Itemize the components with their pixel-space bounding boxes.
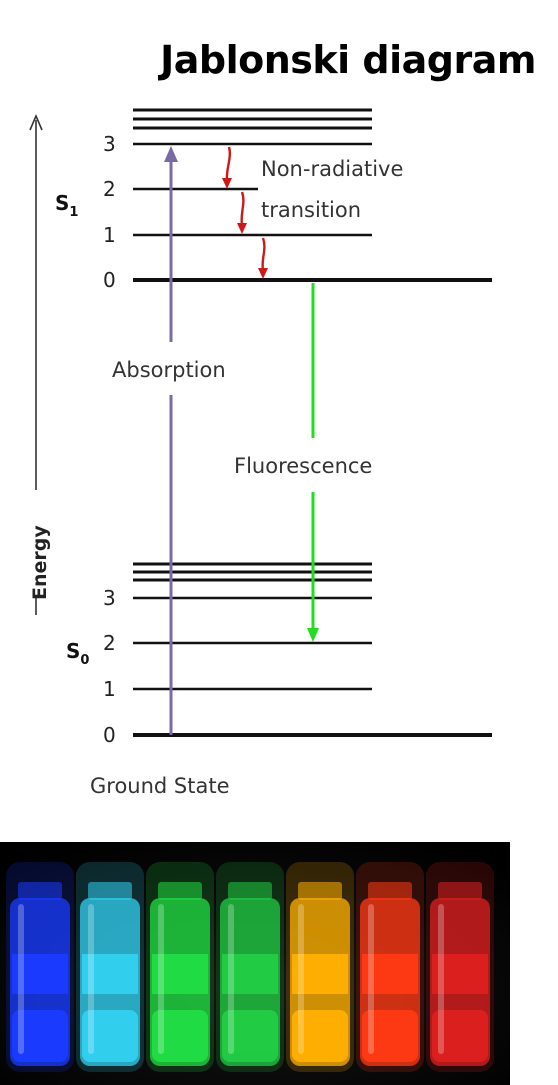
vial-liquid-band [432,954,488,994]
vial-group [6,862,494,1072]
excited-level-numbers: 3 2 1 0 [103,132,116,292]
vial-liquid-band [362,954,418,994]
s1-label: S1 [55,191,78,220]
fluorescence-transition: Fluorescence [234,283,372,642]
s1-level-number: 0 [103,268,116,292]
absorption-arrowhead-icon [164,146,178,162]
vial-bottom [12,1010,68,1062]
vial [286,862,354,1072]
fluorescence-arrowhead-icon [307,628,319,642]
non-radiative-label-line1: Non-radiative [261,157,403,181]
ground-state-caption: Ground State [90,774,230,798]
vial-highlight [438,904,444,1054]
vial-highlight [158,904,164,1054]
vial-liquid-band [82,954,138,994]
s1-level-number: 2 [103,177,116,201]
s0-label-subscript: 0 [80,653,89,668]
vial [76,862,144,1072]
non-radiative-arrowhead-icon [222,178,232,189]
vial-highlight [298,904,304,1054]
vial-cap [228,882,272,900]
non-radiative-arrowhead-icon [237,223,247,234]
s0-level-number: 1 [103,677,116,701]
non-radiative-arrowhead-icon [258,268,268,279]
vial [426,862,494,1072]
vial [146,862,214,1072]
s1-level-number: 3 [103,132,116,156]
fluorescence-label: Fluorescence [234,454,372,478]
jablonski-diagram: Energy 3 2 1 0 S1 3 2 1 0 S0 Ground Stat… [29,108,492,798]
vial-cap [368,882,412,900]
energy-arrow-icon [29,113,43,131]
vial-liquid-band [222,954,278,994]
vial-cap [18,882,62,900]
ground-level-numbers: 3 2 1 0 [103,586,116,747]
s0-level-number: 2 [103,631,116,655]
non-radiative-arrow [240,191,245,226]
s1-label-subscript: 1 [69,205,78,220]
non-radiative-arrow [261,237,266,271]
excited-state-levels [133,108,492,282]
energy-axis-label: Energy [29,525,51,600]
energy-axis: Energy [29,113,51,615]
s1-label-name: S [55,191,69,215]
vial-highlight [368,904,374,1054]
vial-cap [158,882,202,900]
vial-cap [88,882,132,900]
vial-liquid-band [12,954,68,994]
non-radiative-label-line2: transition [261,198,361,222]
vial-highlight [18,904,24,1054]
vial-bottom [432,1010,488,1062]
vial-cap [438,882,482,900]
vial-bottom [152,1010,208,1062]
fluorescent-vials-photo-icon [0,842,510,1085]
vial [6,862,74,1072]
vial-liquid-band [292,954,348,994]
vial-bottom [82,1010,138,1062]
vial [356,862,424,1072]
vial-liquid-band [152,954,208,994]
s0-label-name: S [66,639,80,663]
absorption-label: Absorption [112,358,226,382]
vial-bottom [222,1010,278,1062]
vial-cap [298,882,342,900]
s0-label: S0 [66,639,89,668]
vial-highlight [228,904,234,1054]
ground-state-levels [133,562,492,737]
s0-level-number: 3 [103,586,116,610]
diagram-title: Jablonski diagram [160,38,536,82]
s0-level-number: 0 [103,723,116,747]
non-radiative-transitions: Non-radiative transition [222,146,403,279]
vial-bottom [362,1010,418,1062]
vial [216,862,284,1072]
non-radiative-arrow [225,146,232,181]
absorption-transition: Absorption [112,146,226,735]
s1-level-number: 1 [103,223,116,247]
vial-highlight [88,904,94,1054]
vial-bottom [292,1010,348,1062]
